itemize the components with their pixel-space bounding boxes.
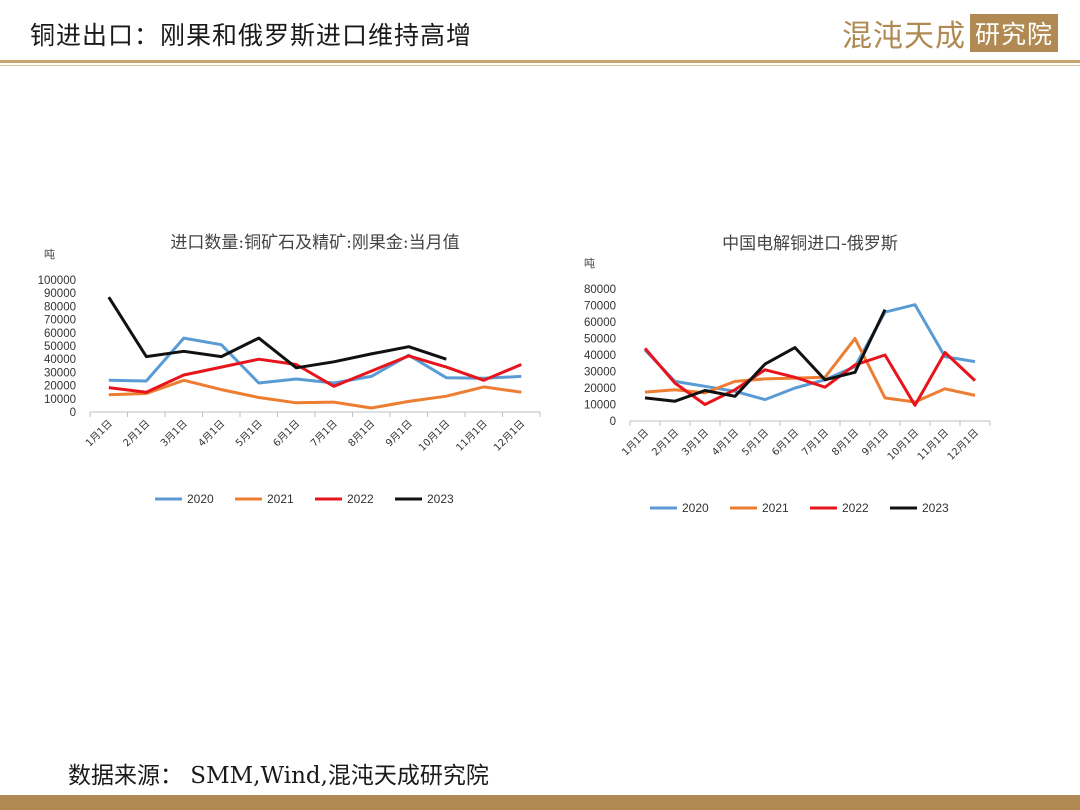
chart-title: 进口数量:铜矿石及精矿:刚果金:当月值 [170, 233, 459, 253]
y-tick-label: 20000 [44, 381, 76, 393]
series-line-2022 [643, 347, 977, 407]
y-tick-label: 70000 [584, 301, 616, 313]
x-tick-label: 11月1日 [915, 427, 951, 463]
footer-bar [0, 795, 1080, 810]
y-tick-label: 80000 [584, 284, 616, 296]
y-axis-unit: 吨 [584, 257, 595, 270]
x-tick-label: 2月1日 [649, 427, 681, 459]
x-tick-label: 12月1日 [945, 427, 981, 463]
legend-label-2023: 2023 [922, 501, 949, 515]
x-tick-label: 11月1日 [454, 418, 490, 454]
x-tick-label: 4月1日 [196, 418, 228, 450]
y-tick-label: 50000 [44, 341, 76, 353]
y-tick-label: 70000 [44, 315, 76, 327]
x-tick-label: 9月1日 [383, 418, 415, 450]
legend-label-2021: 2021 [762, 501, 789, 515]
header-divider [0, 60, 1080, 63]
y-tick-label: 20000 [584, 383, 616, 395]
x-tick-label: 3月1日 [158, 418, 190, 450]
legend-label-2022: 2022 [347, 492, 374, 506]
x-tick-label: 5月1日 [739, 427, 771, 459]
chart-title: 中国电解铜进口-俄罗斯 [722, 234, 898, 254]
x-tick-label: 8月1日 [346, 418, 378, 450]
x-tick-label: 7月1日 [308, 418, 340, 450]
y-tick-label: 50000 [584, 334, 616, 346]
y-tick-label: 60000 [44, 328, 76, 340]
y-tick-label: 40000 [44, 354, 76, 366]
y-tick-label: 10000 [44, 394, 76, 406]
legend-label-2022: 2022 [842, 501, 869, 515]
y-axis-unit: 吨 [44, 248, 55, 261]
y-tick-label: 0 [610, 416, 616, 428]
logo-text: 混沌天成 [841, 19, 966, 54]
chart-russia-imports: 中国电解铜进口-俄罗斯吨 0 10000 20000 30000 40000 50000 60… [530, 233, 1000, 533]
x-tick-label: 1月1日 [619, 427, 651, 459]
page-title: 铜进出口：刚果和俄罗斯进口维持高增 [30, 21, 473, 50]
series-line-2023 [107, 296, 447, 370]
x-tick-label: 1月1日 [83, 418, 115, 450]
y-tick-label: 30000 [584, 367, 616, 379]
x-tick-label: 6月1日 [769, 427, 801, 459]
x-tick-label: 5月1日 [233, 418, 265, 450]
y-tick-label: 100000 [38, 275, 76, 287]
data-source: 数据来源： SMM,Wind,混沌天成研究院 [68, 763, 489, 789]
legend-label-2020: 2020 [682, 501, 709, 515]
x-tick-label: 10月1日 [416, 418, 452, 454]
x-tick-label: 2月1日 [121, 418, 153, 450]
x-tick-label: 4月1日 [709, 427, 741, 459]
y-tick-label: 80000 [44, 301, 76, 313]
legend-label-2023: 2023 [427, 492, 454, 506]
series-line-2023 [644, 308, 887, 403]
x-tick-label: 7月1日 [799, 427, 831, 459]
y-tick-label: 60000 [584, 317, 616, 329]
x-tick-label: 12月1日 [491, 418, 527, 454]
legend-label-2021: 2021 [267, 492, 294, 506]
series-line-2021 [644, 337, 976, 404]
x-tick-label: 8月1日 [829, 427, 861, 459]
legend-label-2020: 2020 [187, 492, 214, 506]
series-line-2022 [108, 354, 522, 394]
y-tick-label: 90000 [44, 288, 76, 300]
x-tick-label: 6月1日 [271, 418, 303, 450]
series-line-2021 [108, 378, 522, 410]
logo: 混沌天成 研究院 [842, 12, 1058, 54]
y-tick-label: 40000 [584, 350, 616, 362]
header-divider-thin [0, 65, 1080, 66]
logo-badge: 研究院 [969, 14, 1058, 52]
series-line-2020 [108, 336, 522, 385]
y-tick-label: 0 [70, 407, 76, 419]
y-tick-label: 10000 [584, 400, 616, 412]
chart-congo-imports: 进口数量:铜矿石及精矿:刚果金:当月值吨 0 10000 20000 30000 4000… [20, 232, 550, 532]
x-tick-label: 10月1日 [885, 427, 921, 463]
series-line-2020 [643, 303, 976, 402]
x-tick-label: 3月1日 [679, 427, 711, 459]
y-tick-label: 30000 [44, 367, 76, 379]
